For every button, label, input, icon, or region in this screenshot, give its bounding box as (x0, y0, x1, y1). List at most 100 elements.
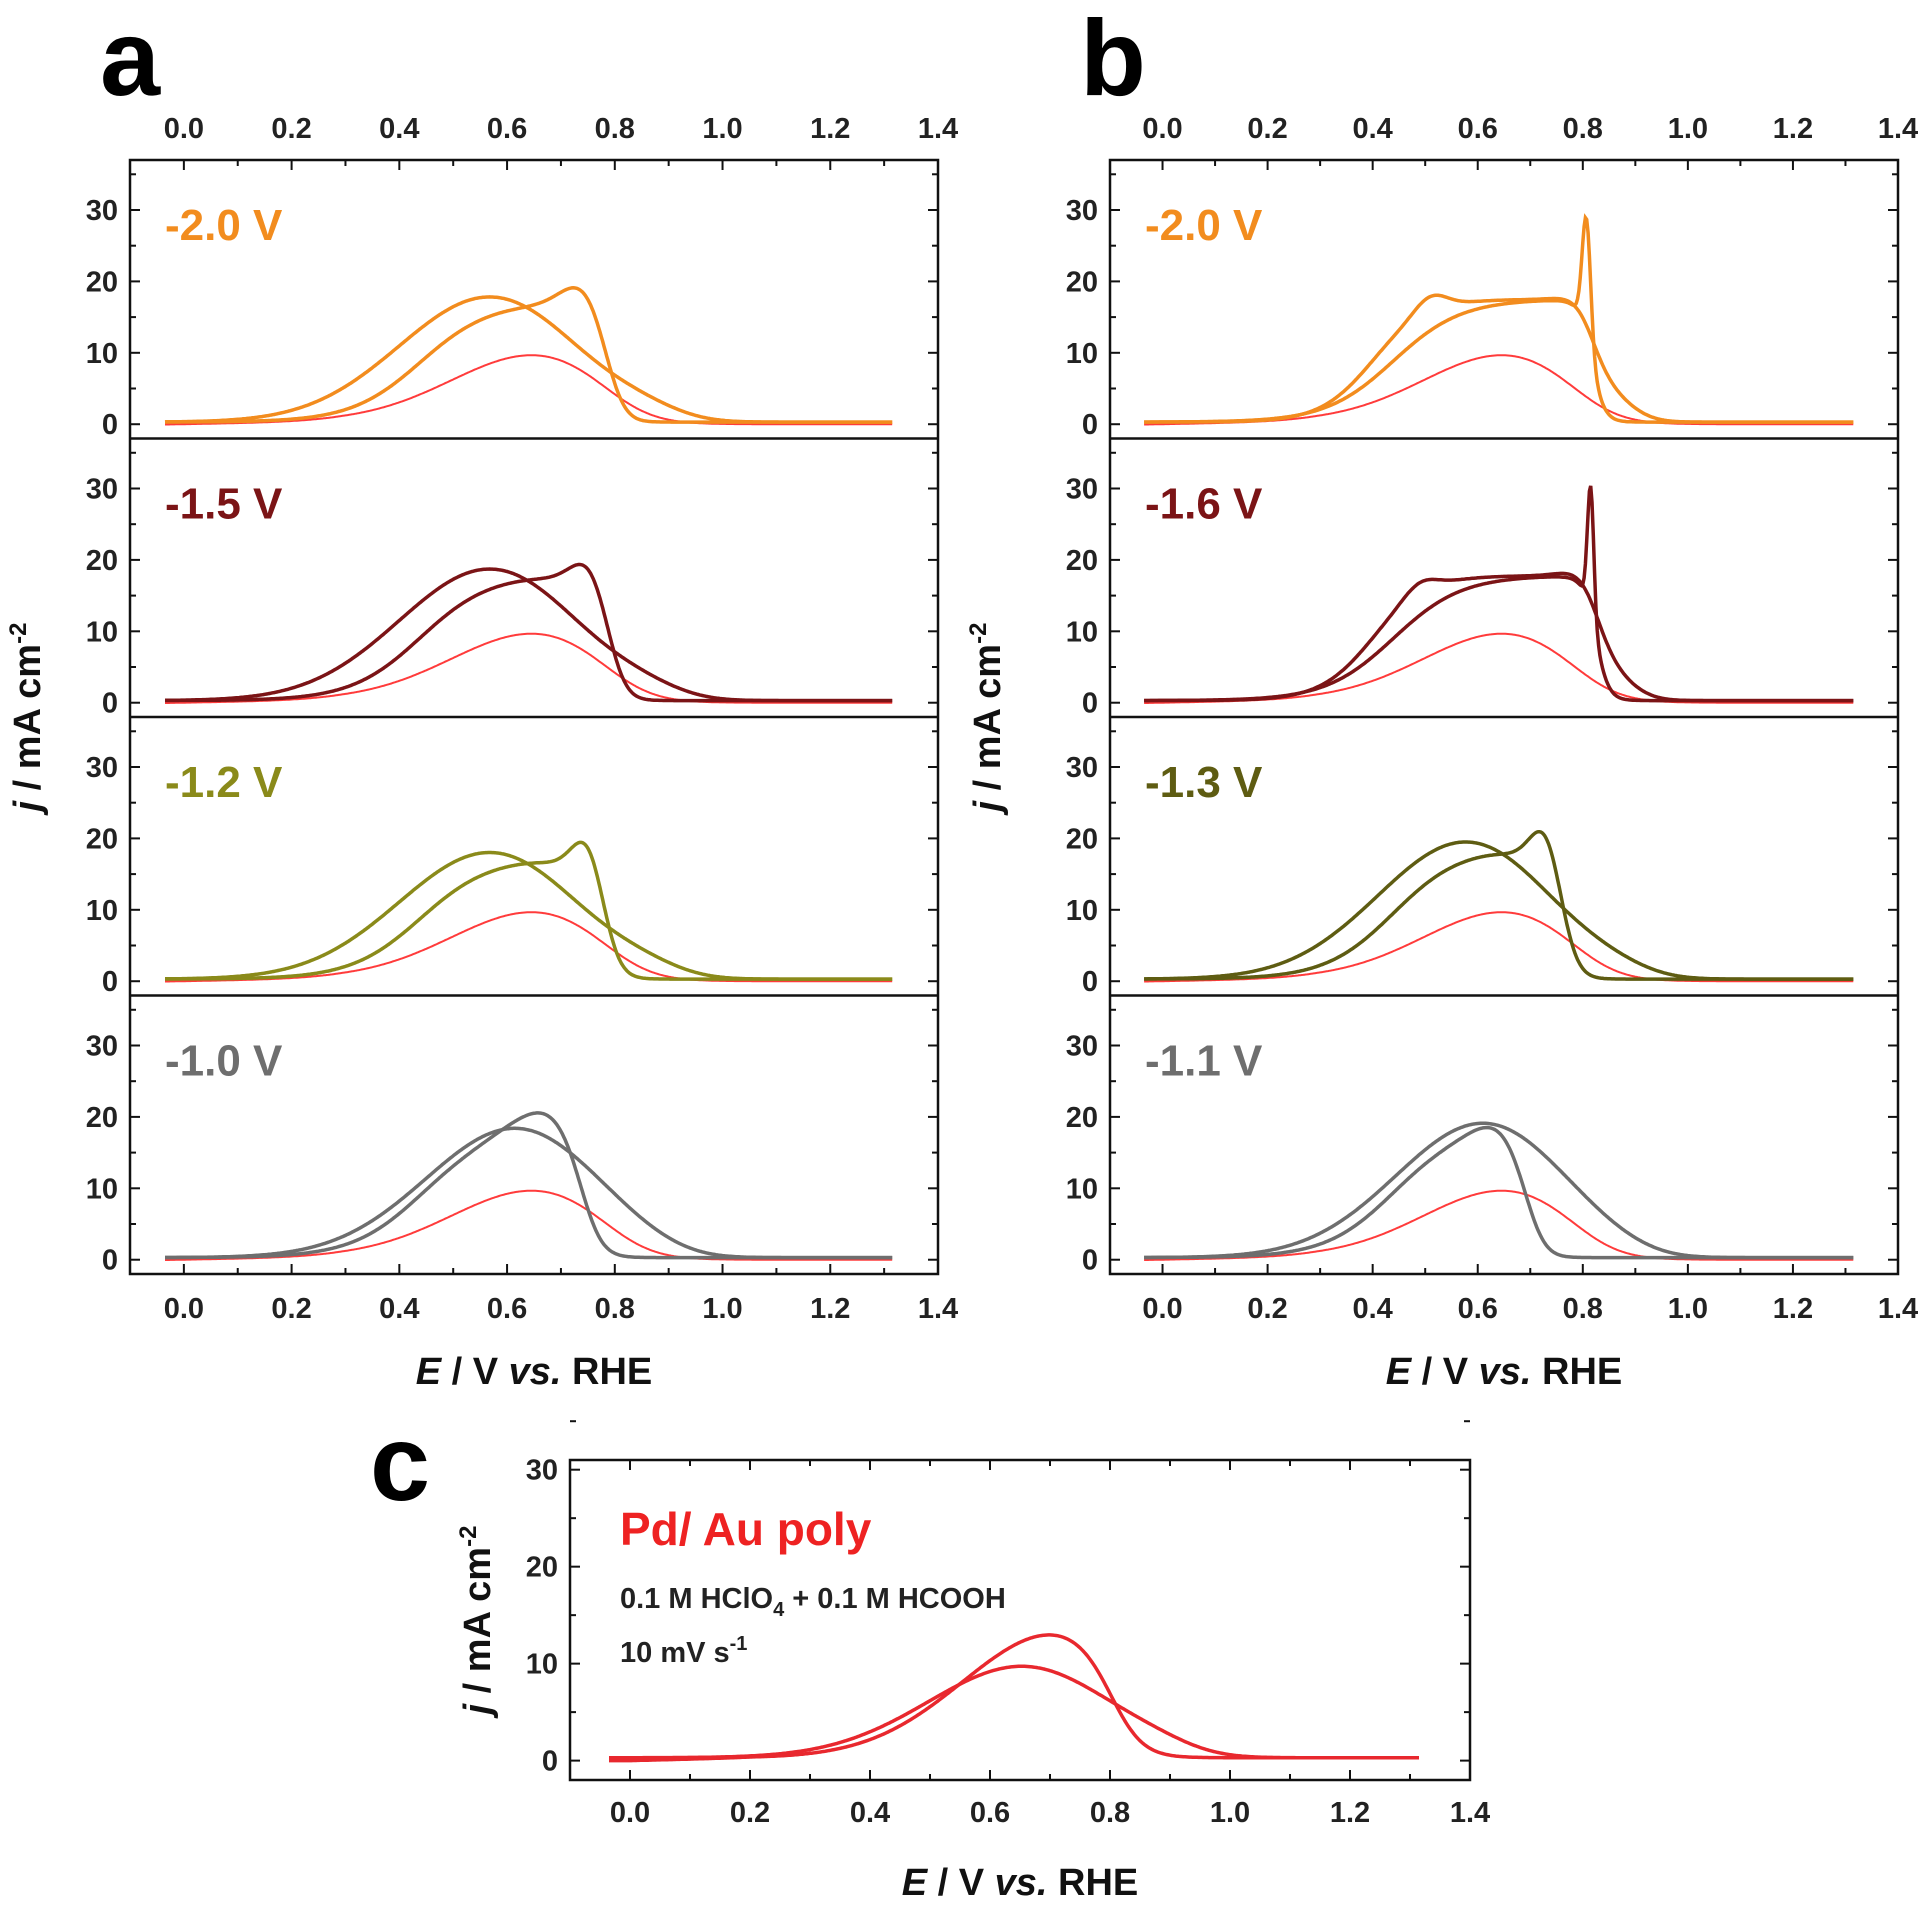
potential-label: -1.3 V (1145, 758, 1263, 807)
cv-positive-scan (1144, 485, 1854, 703)
cv-negative-scan (165, 1126, 893, 1260)
potential-label: -1.5 V (165, 480, 283, 529)
cv-positive-scan (165, 840, 893, 981)
y-tick-label: 30 (1066, 473, 1098, 505)
x-tick-label: 1.4 (1878, 1293, 1918, 1325)
y-tick-label: 20 (1066, 266, 1098, 298)
x-tick-label: 0.8 (1090, 1797, 1130, 1829)
potential-label: -1.2 V (165, 758, 283, 807)
y-tick-label: 30 (1066, 195, 1098, 227)
x-tick-label-top: 0.0 (1142, 113, 1182, 145)
y-tick-label: 0 (102, 688, 118, 720)
cv-negative-scan (164, 295, 893, 424)
y-tick-label: 20 (86, 823, 118, 855)
x-tick-label-top: 0.0 (164, 113, 204, 145)
x-tick-label: 0.4 (1353, 1293, 1393, 1325)
y-tick-label: 0 (102, 409, 118, 441)
panel-a: 0.0 0.0 0.2 0.2 0.4 0.4 0.6 0.6 0.8 0.8 1.0 1.0 1.2 1… (5, 113, 958, 1393)
reference-curve (1144, 632, 1854, 704)
potential-label: -1.6 V (1145, 480, 1263, 529)
cv-positive-scan (165, 286, 893, 424)
y-tick-label: 10 (86, 895, 118, 927)
x-tick-label-top: 0.8 (1563, 113, 1603, 145)
cv-positive-scan (165, 562, 893, 703)
y-tick-label: 30 (86, 1030, 118, 1062)
y-axis-label: j / mA cm-2 (965, 623, 1009, 817)
x-tick-label-top: 0.6 (487, 113, 527, 145)
x-tick-label: 0.0 (610, 1797, 650, 1829)
panel-c: 0.0 0.2 0.4 0.6 0.8 1.0 1.2 1.4 0 10 20 30 E / V vs.… (455, 1420, 1490, 1904)
cv-negative-scan (1144, 571, 1854, 703)
y-tick-label: 20 (86, 545, 118, 577)
x-tick-label: 1.2 (1773, 1293, 1813, 1325)
potential-label: -1.0 V (165, 1037, 283, 1086)
panel-c-title: Pd/ Au poly (620, 1503, 872, 1555)
potential-label: -1.1 V (1145, 1037, 1263, 1086)
y-axis-label: j / mA cm-2 (5, 623, 49, 817)
y-tick-label: 10 (86, 338, 118, 370)
x-tick-label: 0.8 (595, 1293, 635, 1325)
x-axis-label: E / V vs. RHE (1386, 1351, 1623, 1393)
panel-c-scan-rate: 10 mV s-1 (620, 1633, 747, 1669)
x-tick-label-top: 0.4 (1353, 113, 1393, 145)
y-tick-label: 20 (86, 266, 118, 298)
x-tick-label: 0.8 (1563, 1293, 1603, 1325)
cv-positive-scan (1144, 1125, 1854, 1260)
reference-curve (165, 1189, 893, 1261)
x-tick-label-top: 1.4 (1878, 113, 1918, 145)
y-tick-label: 10 (526, 1649, 558, 1681)
x-tick-label: 0.4 (379, 1293, 419, 1325)
y-tick-label: 10 (86, 1173, 118, 1205)
x-tick-label-top: 0.6 (1458, 113, 1498, 145)
x-tick-label-top: 1.2 (810, 113, 850, 145)
y-tick-label: 10 (1066, 1173, 1098, 1205)
reference-curve (1144, 1189, 1854, 1261)
y-tick-label: 10 (1066, 895, 1098, 927)
x-tick-label: 0.2 (271, 1293, 311, 1325)
x-tick-label: 1.0 (1210, 1797, 1250, 1829)
panel-b: 0.0 0.0 0.2 0.2 0.4 0.4 0.6 0.6 0.8 0.8 1.0 1.0 1.2 1… (965, 113, 1918, 1393)
x-tick-label-top: 0.2 (271, 113, 311, 145)
y-tick-label: 20 (1066, 545, 1098, 577)
x-tick-label: 0.6 (487, 1293, 527, 1325)
cv-negative-scan (1144, 293, 1854, 424)
panel-frame (568, 1458, 1472, 1782)
x-tick-label: 1.0 (702, 1293, 742, 1325)
y-tick-label: 0 (102, 966, 118, 998)
reference-curve (165, 911, 893, 983)
y-tick-label: 10 (1066, 616, 1098, 648)
y-tick-label: 30 (86, 473, 118, 505)
reference-curve (1144, 354, 1854, 426)
x-tick-label: 0.6 (970, 1797, 1010, 1829)
y-axis-label: j / mA cm-2 (455, 1526, 499, 1720)
x-tick-label: 0.0 (164, 1293, 204, 1325)
panel-label-b: b (1080, 0, 1146, 118)
x-axis-label: E / V vs. RHE (416, 1351, 653, 1393)
potential-label: -2.0 V (165, 201, 283, 250)
y-tick-label: 20 (1066, 823, 1098, 855)
y-tick-label: 30 (86, 752, 118, 784)
x-tick-label-top: 0.4 (379, 113, 419, 145)
x-tick-label: 1.4 (1450, 1797, 1490, 1829)
x-tick-label-top: 0.2 (1247, 113, 1287, 145)
cv-positive-scan (165, 1111, 893, 1260)
cv-negative-scan (165, 850, 893, 981)
reference-curve (1144, 911, 1854, 983)
panel-c-electrolyte: 0.1 M HClO4 + 0.1 M HCOOH (620, 1583, 1006, 1621)
y-tick-label: 0 (1082, 1245, 1098, 1277)
panel-label-c: c (370, 1402, 430, 1523)
potential-label: -2.0 V (1145, 201, 1263, 250)
cv-positive-scan (609, 1633, 1419, 1763)
x-tick-label: 1.0 (1668, 1293, 1708, 1325)
y-tick-label: 20 (526, 1552, 558, 1584)
y-tick-label: 30 (1066, 1030, 1098, 1062)
y-tick-label: 20 (1066, 1102, 1098, 1134)
cv-positive-scan (1144, 829, 1854, 981)
panel-label-a: a (100, 0, 161, 118)
x-axis-label: E / V vs. RHE (902, 1862, 1139, 1904)
x-tick-label-top: 1.0 (1668, 113, 1708, 145)
cv-negative-scan (609, 1664, 1419, 1760)
y-tick-label: 10 (86, 616, 118, 648)
y-tick-label: 10 (1066, 338, 1098, 370)
